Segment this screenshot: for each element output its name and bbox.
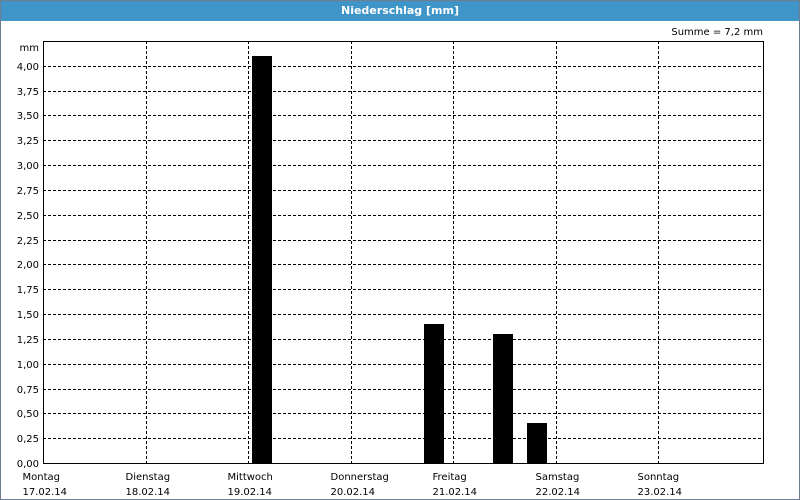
precipitation-bar xyxy=(527,423,547,463)
y-tick-label: 2,25 xyxy=(17,236,39,247)
precipitation-bar xyxy=(252,56,272,463)
x-tick-day-label: Mittwoch xyxy=(228,472,273,483)
x-tick-day-label: Donnerstag xyxy=(331,472,389,483)
y-tick-label: 4,00 xyxy=(17,62,39,73)
window-title: Niederschlag [mm] xyxy=(1,1,799,21)
bars-layer xyxy=(252,56,547,463)
y-tick-label: 3,25 xyxy=(17,136,39,147)
x-tick-day-label: Montag xyxy=(23,472,60,483)
y-tick-label: 1,50 xyxy=(17,310,39,321)
y-tick-label: 3,50 xyxy=(17,111,39,122)
x-tick-date-label: 22.02.14 xyxy=(536,487,581,498)
plot-frame xyxy=(43,41,764,464)
x-tick-date-label: 21.02.14 xyxy=(433,487,478,498)
x-tick-day-label: Samstag xyxy=(536,472,580,483)
x-tick-date-label: 23.02.14 xyxy=(638,487,683,498)
y-tick-label: 2,00 xyxy=(17,260,39,271)
grid-layer xyxy=(43,41,763,463)
y-tick-label: 3,75 xyxy=(17,87,39,98)
y-tick-label: 2,50 xyxy=(17,211,39,222)
y-tick-label: 0,50 xyxy=(17,409,39,420)
x-tick-date-label: 17.02.14 xyxy=(23,487,68,498)
y-tick-label: 3,00 xyxy=(17,161,39,172)
axis-layer xyxy=(43,41,764,464)
y-tick-label: 1,00 xyxy=(17,360,39,371)
y-tick-label: 0,75 xyxy=(17,385,39,396)
y-tick-label: 2,75 xyxy=(17,186,39,197)
x-tick-date-label: 18.02.14 xyxy=(126,487,171,498)
precipitation-bar xyxy=(424,324,444,463)
y-tick-label: 0,25 xyxy=(17,434,39,445)
precipitation-bar xyxy=(493,334,513,463)
sum-label: Summe = 7,2 mm xyxy=(671,27,763,38)
x-tick-day-label: Sonntag xyxy=(638,472,680,483)
y-tick-label: 1,25 xyxy=(17,335,39,346)
x-tick-date-label: 19.02.14 xyxy=(228,487,273,498)
x-tick-day-label: Dienstag xyxy=(126,472,171,483)
x-tick-day-label: Freitag xyxy=(433,472,467,483)
y-axis-unit-label: mm xyxy=(20,43,39,54)
y-tick-label: 1,75 xyxy=(17,285,39,296)
y-tick-label: 0,00 xyxy=(17,459,39,470)
labels-layer: 4,00 3,75 3,50 3,25 3,00 2,75 2,50 2,25 2,00 1,75… xyxy=(17,43,682,498)
x-tick-date-label: 20.02.14 xyxy=(331,487,376,498)
